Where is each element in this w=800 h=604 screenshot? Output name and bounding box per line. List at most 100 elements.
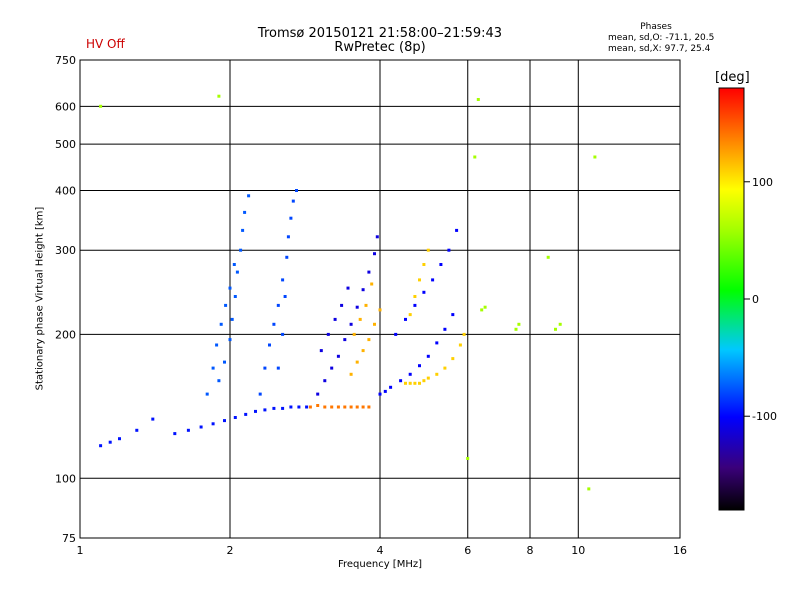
y-tick-label: 100 — [55, 472, 76, 485]
y-tick-label: 750 — [55, 54, 76, 67]
data-point — [367, 405, 371, 409]
phase-x-stats: mean, sd,X: 97.7, 25.4 — [608, 44, 711, 54]
y-tick-label: 75 — [62, 532, 76, 545]
data-point — [228, 338, 232, 342]
data-point — [305, 405, 309, 409]
data-point — [413, 295, 417, 298]
data-point — [439, 263, 443, 266]
data-point — [361, 405, 365, 409]
data-point — [361, 288, 365, 292]
chart-title: Tromsø 20150121 21:58:00–21:59:43 — [257, 26, 503, 41]
data-point — [349, 405, 353, 409]
data-point — [466, 457, 470, 460]
y-ticks: 75 100 200 300 400 500 600 750 — [55, 54, 76, 545]
data-point — [289, 216, 293, 220]
colorbar-tick-label: -100 — [752, 410, 777, 423]
data-point — [349, 372, 353, 376]
x-tick-label: 1 — [77, 544, 84, 557]
data-point — [233, 295, 237, 298]
data-point — [211, 366, 215, 370]
x-axis-label: Frequency [MHz] — [337, 559, 423, 570]
data-point — [343, 338, 347, 342]
data-point — [323, 405, 327, 409]
data-point — [426, 376, 430, 380]
data-point — [333, 317, 337, 321]
data-point — [263, 366, 267, 370]
data-point — [413, 381, 417, 385]
data-point — [408, 372, 412, 376]
colorbar-tick-label: 100 — [752, 176, 773, 189]
data-point — [451, 357, 455, 361]
data-point — [404, 317, 407, 321]
x-tick-label: 16 — [673, 544, 687, 557]
colorbar-ticks: 100 0 -100 — [744, 176, 777, 423]
data-point — [276, 303, 280, 307]
data-point — [483, 305, 487, 309]
x-tick-label: 6 — [464, 544, 471, 557]
data-point — [514, 327, 518, 331]
data-point — [243, 210, 247, 214]
data-point — [263, 408, 267, 412]
data-point — [199, 425, 203, 429]
data-point — [233, 416, 237, 419]
data-point — [326, 332, 330, 336]
data-point — [443, 327, 447, 331]
x-tick-label: 4 — [377, 544, 384, 557]
data-point — [244, 412, 248, 416]
data-point — [375, 235, 379, 239]
data-point — [343, 405, 347, 409]
data-point — [295, 189, 298, 192]
data-point — [330, 366, 334, 370]
data-point — [455, 228, 459, 232]
data-point — [268, 343, 271, 347]
data-point — [554, 327, 557, 331]
data-point — [135, 428, 139, 432]
x-ticks: 1 2 4 6 8 10 16 — [77, 544, 688, 557]
data-point — [217, 94, 221, 98]
data-point — [394, 332, 398, 336]
data-point — [352, 332, 356, 336]
data-point — [413, 303, 417, 307]
data-point — [281, 406, 285, 410]
data-point — [517, 322, 521, 326]
data-point — [316, 392, 320, 396]
data-point — [373, 252, 376, 256]
data-point — [258, 392, 262, 396]
data-point — [336, 405, 340, 409]
phases-title: Phases — [640, 22, 672, 32]
data-point — [378, 392, 382, 396]
data-point — [355, 360, 359, 364]
data-point — [451, 313, 455, 317]
data-point — [346, 286, 350, 290]
data-point — [239, 248, 243, 252]
data-point — [211, 422, 215, 426]
data-point — [426, 248, 430, 252]
data-point — [230, 317, 234, 321]
data-point — [291, 199, 295, 203]
data-point — [418, 278, 421, 282]
data-point — [422, 290, 426, 294]
data-point — [431, 278, 435, 282]
data-point — [289, 405, 293, 409]
data-point — [480, 308, 484, 312]
data-point — [367, 270, 371, 274]
data-point — [99, 444, 103, 448]
data-point — [254, 409, 257, 413]
data-point — [223, 419, 226, 423]
x-tick-label: 8 — [527, 544, 534, 557]
data-point — [355, 405, 359, 409]
data-point — [361, 349, 365, 353]
data-point — [418, 364, 421, 368]
data-point — [281, 332, 285, 336]
data-point — [373, 322, 376, 326]
phase-o-stats: mean, sd,O: -71.1, 20.5 — [608, 33, 715, 43]
data-point — [399, 379, 403, 383]
y-tick-label: 600 — [55, 100, 76, 113]
data-point — [408, 381, 412, 385]
data-point — [319, 349, 323, 353]
data-point — [546, 255, 550, 259]
data-point — [355, 305, 359, 309]
chart-subtitle: RwPretec (8p) — [334, 40, 426, 55]
